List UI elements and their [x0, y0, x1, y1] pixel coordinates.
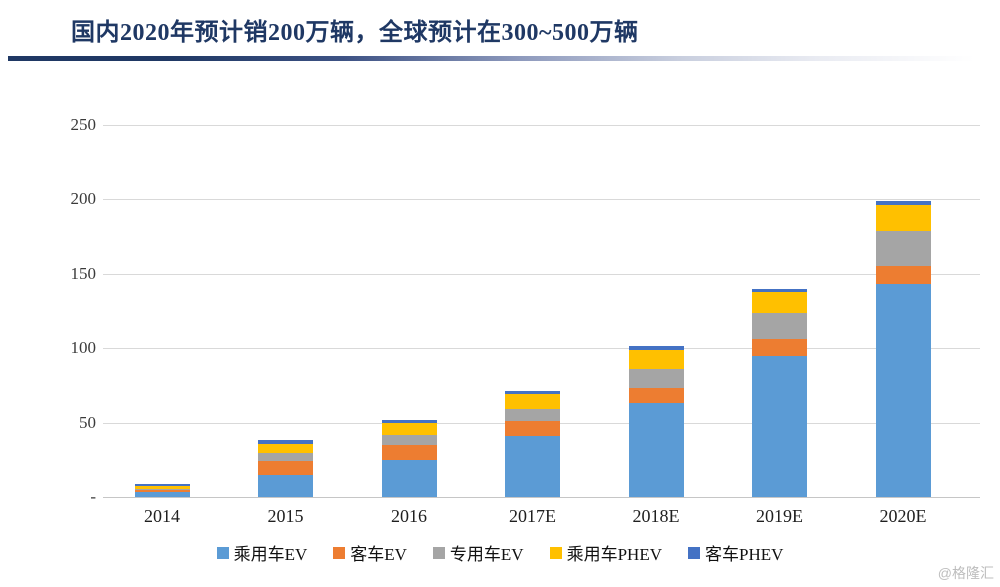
bar-segment-乘用车EV [381, 459, 437, 497]
bar-segment-乘用车EV [134, 491, 190, 497]
legend-swatch-icon [688, 546, 700, 559]
legend-swatch-icon [549, 546, 562, 559]
x-axis-label-2018E: 2018E [632, 506, 680, 526]
y-axis-label: 150 [70, 263, 97, 283]
bar-segment-客车EV [381, 444, 437, 460]
x-axis-label-2019E: 2019E [756, 506, 803, 526]
bar-segment-客车EV [134, 489, 190, 492]
bar-segment-专用车EV [628, 369, 684, 389]
y-axis-label: 100 [70, 338, 97, 358]
bar-segment-客车EV [752, 339, 807, 356]
x-axis-label-2020E: 2020E [879, 506, 927, 526]
bar-segment-客车EV [875, 266, 931, 285]
x-axis-label-2016: 2016 [391, 506, 427, 526]
legend-swatch-icon [216, 546, 229, 559]
bar-segment-客车PHEV [505, 391, 560, 395]
bar-column-2019E [752, 288, 807, 497]
legend-label: 客车PHEV [705, 545, 784, 564]
chart-legend: 乘用车EV 客车EV 专用车EV 乘用车PHEV 客车PHEV [0, 540, 1000, 565]
bar-segment-专用车EV [134, 488, 190, 490]
y-axis-label: - [90, 487, 96, 506]
gridline-y150 [103, 273, 980, 275]
bar-segment-客车PHEV [875, 200, 931, 206]
y-axis-label: 250 [70, 115, 97, 134]
bar-segment-客车PHEV [258, 440, 313, 445]
bar-segment-乘用车PHEV [258, 444, 313, 454]
bar-segment-专用车EV [752, 313, 807, 340]
legend-label: 客车EV [350, 545, 407, 564]
bar-column-2014 [134, 484, 190, 497]
bar-segment-客车PHEV [134, 484, 190, 486]
title-underline [8, 56, 994, 61]
bar-column-2020E [875, 200, 931, 497]
bar-segment-专用车EV [505, 409, 560, 422]
bar-segment-乘用车PHEV [505, 394, 560, 410]
watermark: @格隆汇 [937, 565, 994, 581]
legend-label: 专用车EV [449, 545, 524, 564]
bar-segment-专用车EV [381, 435, 437, 445]
bar-segment-乘用车PHEV [875, 205, 931, 231]
x-axis-label-2017E: 2017E [509, 506, 556, 526]
legend-item-专用车EV: 专用车EV [432, 540, 524, 565]
bar-segment-乘用车EV [752, 355, 807, 497]
bar-segment-客车EV [628, 388, 684, 404]
bar-segment-乘用车EV [505, 435, 560, 497]
chart-title: 国内2020年预计销200万辆，全球预计在300~500万辆 [71, 20, 639, 46]
bar-segment-乘用车PHEV [628, 349, 684, 370]
bar-segment-乘用车EV [875, 284, 931, 497]
bar-column-2018E [628, 345, 684, 497]
x-axis-label-2014: 2014 [144, 506, 180, 526]
legend-swatch-icon [432, 546, 445, 559]
bar-column-2015 [258, 440, 313, 497]
legend-item-客车EV: 客车EV [333, 540, 407, 565]
gridline-y100 [103, 348, 980, 350]
bar-segment-客车EV [258, 461, 313, 475]
bar-column-2017E [505, 391, 560, 497]
bar-segment-客车EV [505, 421, 560, 436]
gridline-y250 [103, 125, 980, 126]
bar-segment-客车PHEV [381, 419, 437, 424]
y-axis-label: 200 [70, 189, 97, 209]
bar-segment-专用车EV [875, 230, 931, 267]
bar-segment-乘用车EV [258, 474, 313, 497]
bar-segment-乘用车PHEV [752, 292, 807, 314]
bar-segment-乘用车EV [628, 403, 684, 497]
gridline-y0 [103, 497, 980, 498]
y-axis-label: 50 [79, 412, 96, 432]
bar-segment-乘用车PHEV [134, 485, 190, 489]
bar-segment-客车PHEV [752, 288, 807, 293]
gridline-y200 [103, 199, 980, 201]
legend-swatch-icon [333, 546, 346, 559]
legend-label: 乘用车PHEV [566, 545, 662, 564]
bar-segment-客车PHEV [628, 345, 684, 350]
bar-column-2016 [381, 419, 437, 497]
x-axis-label-2015: 2015 [267, 506, 304, 526]
bar-segment-专用车EV [258, 453, 313, 462]
legend-item-客车PHEV: 客车PHEV [688, 540, 783, 565]
legend-item-乘用车EV: 乘用车EV [216, 540, 308, 565]
legend-item-乘用车PHEV: 乘用车PHEV [549, 540, 662, 565]
legend-label: 乘用车EV [233, 545, 308, 564]
bar-segment-乘用车PHEV [381, 423, 437, 436]
